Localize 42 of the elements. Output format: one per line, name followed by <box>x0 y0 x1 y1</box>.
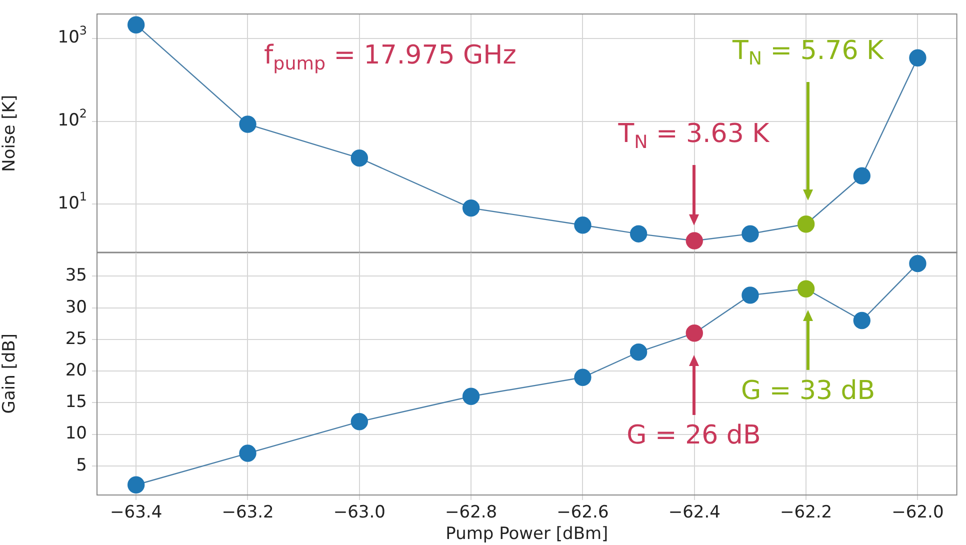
y-tick-label: 25 <box>65 328 88 349</box>
annotation: G = 26 dB <box>626 420 761 451</box>
point <box>909 254 926 272</box>
y-tick-label: 5 <box>76 455 88 476</box>
point <box>742 286 759 304</box>
x-tick-label: −62.4 <box>668 502 720 523</box>
x-tick-label: −63.4 <box>110 502 162 523</box>
x-axis-title: Pump Power [dBm] <box>446 524 608 544</box>
point <box>350 149 368 167</box>
point <box>797 280 815 298</box>
annotation: G = 33 dB <box>740 376 876 406</box>
point <box>127 16 145 34</box>
y-axis-title: Gain [dB] <box>0 333 20 414</box>
y-tick-label: 15 <box>65 392 88 412</box>
x-tick-label: −62.0 <box>892 502 944 523</box>
point <box>574 216 592 234</box>
x-tick-label: −62.6 <box>556 502 609 523</box>
point <box>239 444 256 462</box>
y-tick-label: 10 <box>65 424 88 444</box>
point <box>742 225 759 242</box>
point <box>127 476 145 494</box>
point <box>797 216 815 233</box>
x-tick-label: −63.2 <box>222 502 274 523</box>
y-tick-label: 30 <box>65 297 88 318</box>
point <box>350 413 368 430</box>
x-tick-label: −62.8 <box>445 502 498 523</box>
y-tick-label: 20 <box>65 360 88 380</box>
point <box>630 225 648 242</box>
point <box>574 368 592 386</box>
point <box>853 167 870 184</box>
point <box>462 199 480 217</box>
y-tick-label: 35 <box>65 266 88 286</box>
point <box>239 116 256 133</box>
x-tick-label: −63.0 <box>333 502 386 523</box>
y-axis-title: Noise [K] <box>0 94 20 172</box>
point <box>630 344 648 361</box>
point <box>909 49 926 66</box>
x-tick-label: −62.2 <box>780 502 832 523</box>
point <box>853 312 870 330</box>
point <box>686 324 703 342</box>
point <box>686 232 703 250</box>
point <box>462 388 480 405</box>
